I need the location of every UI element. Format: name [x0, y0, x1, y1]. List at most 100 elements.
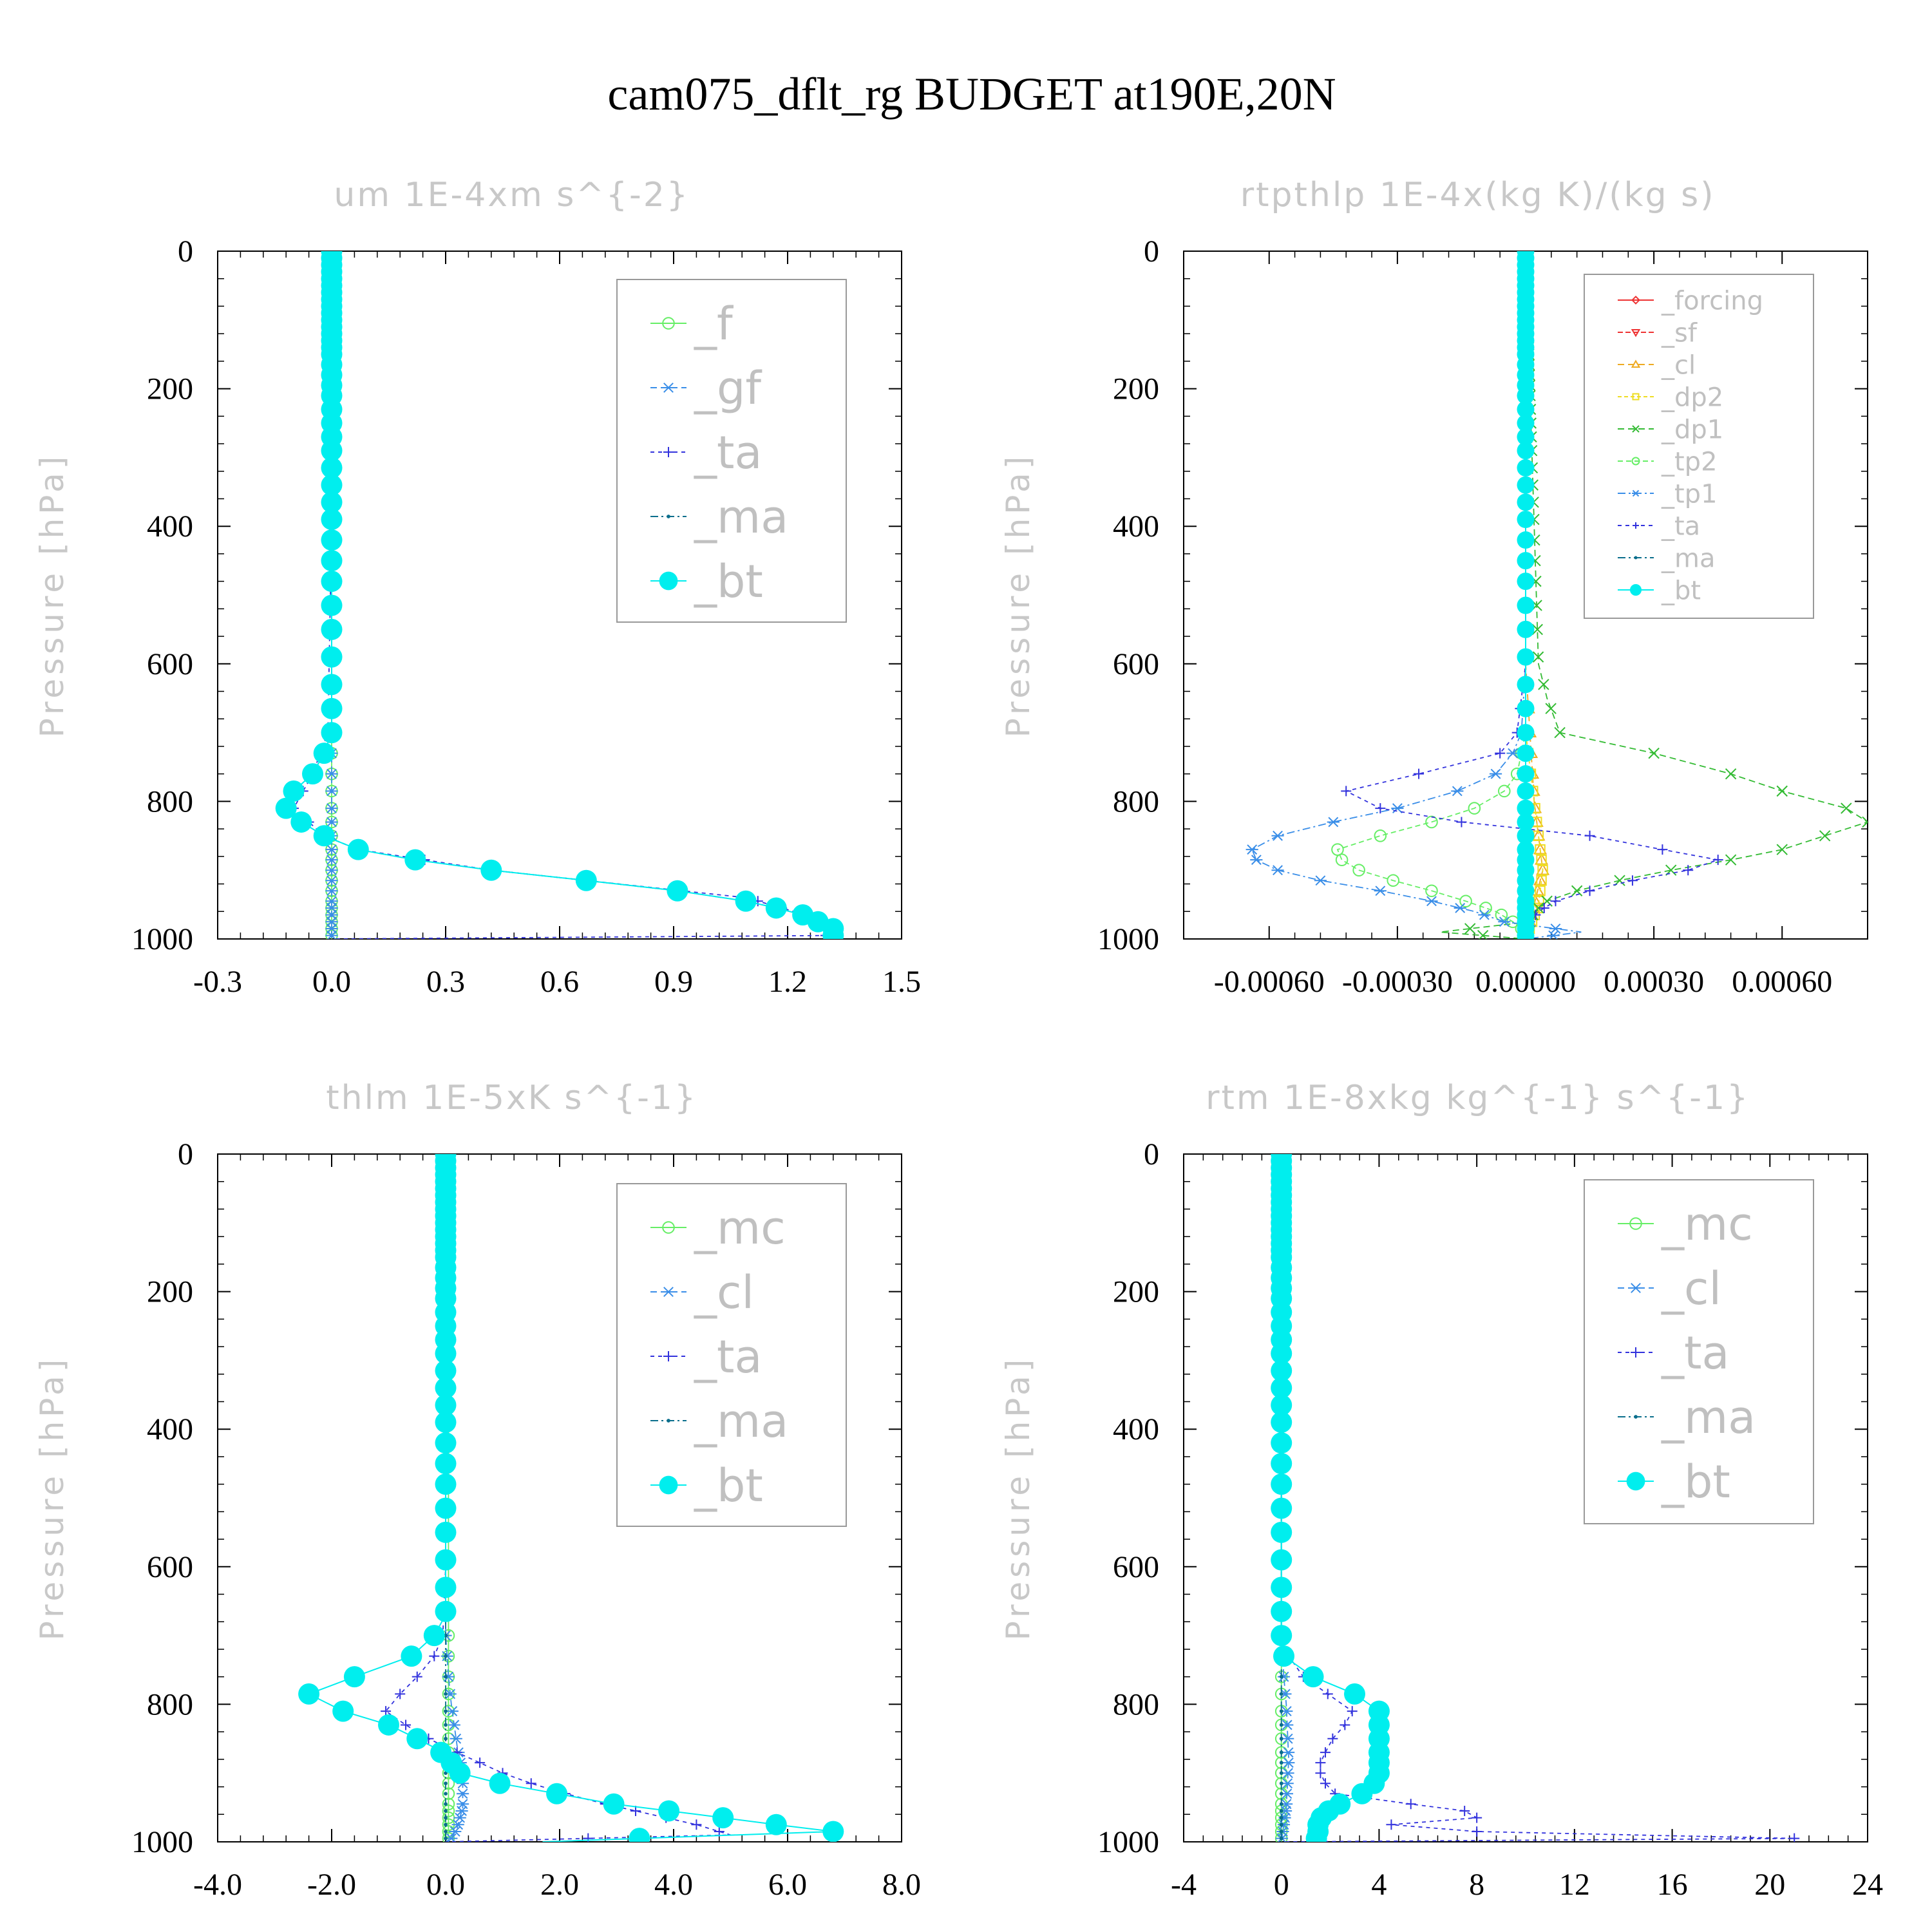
data-point — [1517, 442, 1535, 460]
x-tick-label: 0.0 — [426, 1868, 465, 1902]
data-point — [1584, 830, 1595, 841]
legend-marker — [659, 1475, 678, 1495]
y-tick-label: 400 — [1113, 509, 1159, 544]
data-point — [1271, 1432, 1293, 1454]
panel-title: thlm 1E-5xK s^{-1} — [326, 1079, 697, 1117]
data-point — [1459, 1805, 1470, 1816]
y-axis-label: Pressure [hPa] — [999, 453, 1037, 738]
y-tick-label: 200 — [147, 372, 193, 406]
data-point — [1281, 1778, 1294, 1789]
y-tick-label: 0 — [178, 1137, 193, 1171]
x-tick-label: 0.9 — [654, 965, 693, 999]
data-point — [1331, 843, 1344, 856]
data-point — [442, 1797, 455, 1811]
data-point — [1789, 1833, 1800, 1842]
data-point — [629, 1828, 650, 1842]
data-point — [347, 838, 369, 860]
data-point — [325, 930, 338, 939]
panel-title: rtpthlp 1E-4x(kg K)/(kg s) — [1240, 176, 1716, 214]
data-point — [1536, 854, 1547, 866]
x-tick-label: 1.2 — [768, 965, 807, 999]
data-point — [1517, 813, 1535, 831]
data-point — [1271, 1625, 1293, 1647]
data-point — [325, 886, 338, 896]
data-point — [1271, 1549, 1293, 1571]
data-point — [489, 1772, 511, 1794]
data-point — [325, 844, 338, 855]
x-tick-label: 4.0 — [654, 1868, 693, 1902]
data-point — [302, 763, 323, 785]
legend-marker — [662, 317, 675, 330]
x-tick-label: 20 — [1754, 1868, 1785, 1902]
data-point — [1282, 1733, 1294, 1744]
x-tick-label: -4.0 — [193, 1868, 242, 1902]
data-point — [1725, 854, 1737, 866]
legend-entry: _cl — [1661, 1262, 1721, 1315]
data-point — [1535, 886, 1546, 896]
data-point — [429, 1651, 440, 1662]
data-point — [435, 1377, 457, 1399]
x-tick-label: -2.0 — [307, 1868, 356, 1902]
data-point — [453, 1812, 466, 1823]
x-tick-label: 6.0 — [768, 1868, 807, 1902]
data-point — [691, 1819, 702, 1830]
data-point — [455, 1806, 468, 1816]
data-point — [1517, 386, 1535, 404]
data-point — [1271, 1497, 1293, 1519]
data-point — [1279, 1815, 1283, 1820]
data-point — [630, 1805, 641, 1816]
y-tick-label: 600 — [147, 647, 193, 681]
legend-entry: _bt — [1661, 1455, 1730, 1508]
data-point — [1498, 784, 1511, 798]
legend: _forcing_sf_cl _dp2 _dp1 _tp2_tp1_ta _ma _bt — [1584, 274, 1814, 619]
legend-marker — [667, 515, 670, 518]
x-tick-label: 4 — [1371, 1868, 1387, 1902]
data-point — [1315, 1757, 1326, 1768]
data-point — [1375, 803, 1386, 814]
x-tick-label: -4 — [1171, 1868, 1197, 1902]
data-point — [1454, 903, 1466, 913]
y-tick-label: 1000 — [131, 1825, 193, 1859]
data-point — [1517, 799, 1535, 817]
data-point — [1627, 875, 1638, 886]
data-point — [1517, 620, 1535, 638]
data-point — [1387, 874, 1400, 887]
data-point — [1279, 1709, 1283, 1713]
legend-marker — [1634, 556, 1638, 560]
plot-area — [1271, 1154, 1800, 1842]
y-tick-label: 1000 — [1097, 922, 1159, 956]
data-point — [450, 1733, 462, 1744]
x-tick-label: 24 — [1852, 1868, 1883, 1902]
data-point — [435, 1473, 457, 1495]
x-tick-label: 8.0 — [882, 1868, 921, 1902]
x-tick-label: 0.0 — [312, 965, 351, 999]
data-point — [1391, 803, 1404, 813]
data-point — [442, 1777, 455, 1790]
x-tick-label: 1.5 — [882, 965, 921, 999]
y-tick-label: 400 — [147, 1412, 193, 1446]
legend-entry: _ma — [694, 491, 788, 544]
data-point — [343, 1666, 365, 1688]
panel-title: um 1E-4xm s^{-2} — [334, 176, 690, 214]
data-point — [325, 817, 338, 828]
data-point — [1271, 1577, 1293, 1598]
data-point — [435, 1343, 457, 1365]
data-point — [290, 811, 312, 833]
data-point — [1517, 927, 1535, 939]
data-point — [1538, 679, 1549, 690]
data-point — [1271, 830, 1284, 841]
data-point — [1374, 886, 1387, 896]
legend-marker — [1632, 489, 1640, 497]
x-tick-label: 8 — [1469, 1868, 1484, 1902]
series-line — [1280, 1154, 1290, 1842]
data-point — [1273, 1645, 1295, 1667]
x-tick-label: 16 — [1657, 1868, 1688, 1902]
data-point — [321, 697, 343, 719]
legend-entry: _ta — [1661, 1327, 1729, 1379]
data-point — [444, 1736, 448, 1741]
legend-entry: _mc — [694, 1202, 786, 1255]
legend-marker — [1629, 1283, 1642, 1293]
data-point — [1344, 1683, 1365, 1705]
data-point — [1547, 930, 1560, 939]
legend-marker — [662, 1287, 675, 1297]
